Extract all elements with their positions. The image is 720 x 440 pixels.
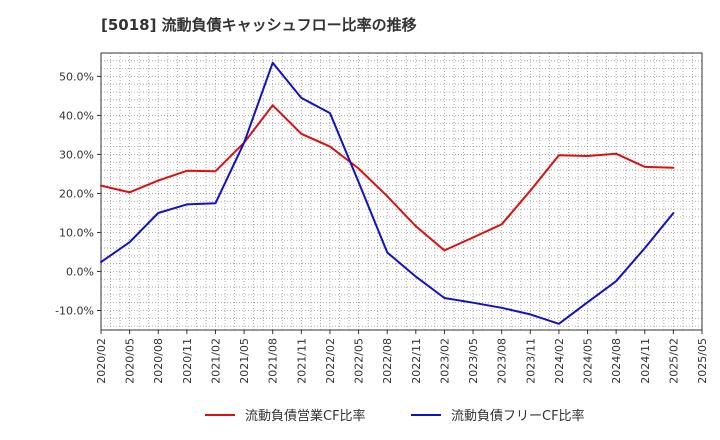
y-tick-label: 0.0% <box>66 265 94 278</box>
x-tick-label: 2020/08 <box>152 338 165 384</box>
x-tick-label: 2021/02 <box>209 338 222 384</box>
x-tick-label: 2023/05 <box>467 338 480 384</box>
x-tick-label: 2022/08 <box>381 338 394 384</box>
x-tick-label: 2020/02 <box>95 338 108 384</box>
plot-frame <box>100 52 703 331</box>
x-tick-label: 2020/05 <box>124 338 137 384</box>
x-tick-label: 2022/05 <box>353 338 366 384</box>
x-tick-label: 2023/11 <box>524 338 537 384</box>
legend-label-1: 流動負債営業CF比率 <box>245 408 366 424</box>
y-tick-label: 40.0% <box>59 109 94 122</box>
x-tick-label: 2025/02 <box>667 338 680 384</box>
x-tick-label: 2020/11 <box>181 338 194 384</box>
x-tick-label: 2022/02 <box>324 338 337 384</box>
x-tick-label: 2023/08 <box>496 338 509 384</box>
x-tick-label: 2025/05 <box>696 338 709 384</box>
y-tick-label: -10.0% <box>55 304 94 317</box>
x-tick-label: 2024/02 <box>553 338 566 384</box>
x-tick-label: 2022/11 <box>410 338 423 384</box>
x-tick-label: 2021/05 <box>238 338 251 384</box>
series-line-2 <box>100 61 675 325</box>
y-tick-label: 50.0% <box>59 70 94 83</box>
x-tick-label: 2021/08 <box>267 338 280 384</box>
series-line-1 <box>100 104 675 252</box>
plot-area <box>101 53 702 330</box>
chart-title: [5018] 流動負債キャッシュフロー比率の推移 <box>101 16 417 34</box>
y-tick-label: 30.0% <box>59 148 94 161</box>
y-tick-label: 10.0% <box>59 226 94 239</box>
x-tick-label: 2024/05 <box>582 338 595 384</box>
x-tick-label: 2023/02 <box>438 338 451 384</box>
legend-label-2: 流動負債フリーCF比率 <box>451 408 585 424</box>
x-tick-label: 2024/08 <box>610 338 623 384</box>
x-tick-label: 2021/11 <box>295 338 308 384</box>
y-tick-label: 20.0% <box>59 187 94 200</box>
x-tick-label: 2024/11 <box>639 338 652 384</box>
